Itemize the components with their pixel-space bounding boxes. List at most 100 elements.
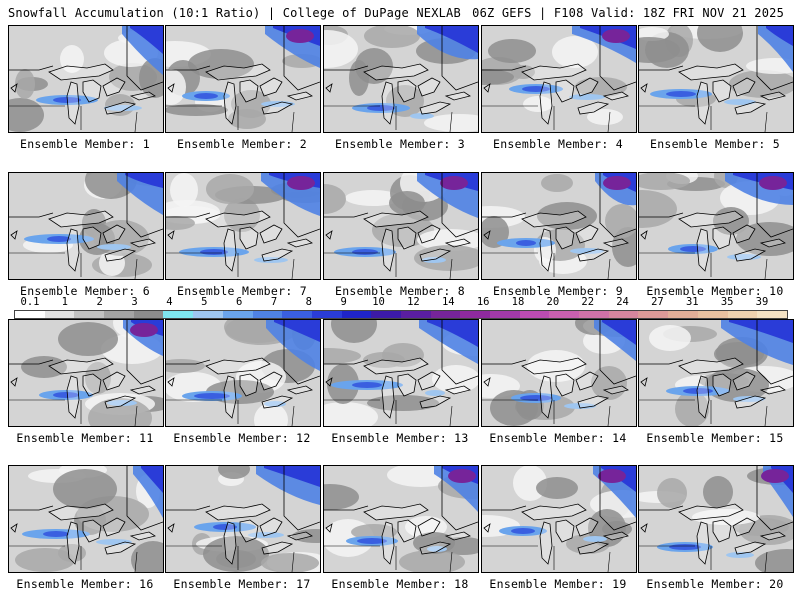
ensemble-map-2 <box>165 25 321 133</box>
legend-swatch <box>311 311 342 318</box>
ensemble-member-label: Ensemble Member: 16 <box>16 577 154 591</box>
snowfall-map-1 <box>9 26 163 132</box>
ensemble-map-7 <box>165 172 321 280</box>
ensemble-map-16 <box>8 465 164 573</box>
legend-swatch <box>727 311 758 318</box>
snowfall-map-7 <box>166 173 320 279</box>
snowfall-map-10 <box>639 173 793 279</box>
legend-tick-label: 10 <box>372 296 385 308</box>
legend-swatch <box>15 311 45 318</box>
ensemble-member-label: Ensemble Member: 7 <box>176 284 308 298</box>
legend-tick-label: 18 <box>511 296 525 308</box>
legend-tick-label: 16 <box>476 296 490 308</box>
ensemble-member-label: Ensemble Member: 18 <box>331 577 469 591</box>
legend-swatch <box>668 311 698 318</box>
legend-tick-label: 35 <box>720 296 734 308</box>
snowfall-map-14 <box>482 320 636 426</box>
ensemble-member-label: Ensemble Member: 13 <box>331 431 469 445</box>
legend-tick-label: 14 <box>441 296 455 308</box>
legend-tick-label: 8 <box>305 296 313 308</box>
ensemble-map-4 <box>481 25 637 133</box>
snowfall-map-13 <box>324 320 478 426</box>
ensemble-member-label: Ensemble Member: 1 <box>19 137 151 151</box>
legend-swatch <box>44 311 75 318</box>
ensemble-member-label: Ensemble Member: 20 <box>646 577 784 591</box>
ensemble-member-label: Ensemble Member: 19 <box>489 577 627 591</box>
ensemble-member-label: Ensemble Member: 5 <box>649 137 781 151</box>
legend-tick-label: 22 <box>581 296 595 308</box>
legend-swatch <box>490 311 520 318</box>
ensemble-member-label: Ensemble Member: 12 <box>173 431 311 445</box>
ensemble-member-label: Ensemble Member: 17 <box>173 577 311 591</box>
snowfall-map-12 <box>166 320 320 426</box>
legend-swatch <box>460 311 490 318</box>
legend-swatch <box>519 311 550 318</box>
ensemble-map-3 <box>323 25 479 133</box>
legend-swatch <box>549 311 580 318</box>
snowfall-map-16 <box>9 466 163 572</box>
snowfall-map-9 <box>482 173 636 279</box>
legend-tick-label: 24 <box>616 296 629 308</box>
legend-tick-label: 20 <box>546 296 560 308</box>
ensemble-map-17 <box>165 465 321 573</box>
ensemble-map-8 <box>323 172 479 280</box>
ensemble-member-label: Ensemble Member: 4 <box>492 137 624 151</box>
legend-tick-labels: 0.1 1 2 3 4 5 6 7 8 9 10 12 14 16 18 20 22 24 27 31 35 39 <box>14 296 786 308</box>
ensemble-map-14 <box>481 319 637 427</box>
legend-tick-label: 1 <box>61 296 69 308</box>
ensemble-member-label: Ensemble Member: 2 <box>176 137 308 151</box>
legend-tick-label: 4 <box>166 296 173 308</box>
ensemble-map-9 <box>481 172 637 280</box>
legend-tick-label: 3 <box>131 296 138 308</box>
ensemble-map-12 <box>165 319 321 427</box>
ensemble-map-19 <box>481 465 637 573</box>
snowfall-map-6 <box>9 173 163 279</box>
ensemble-member-label: Ensemble Member: 14 <box>489 431 627 445</box>
legend-swatch <box>757 311 787 318</box>
legend-swatch <box>282 311 312 318</box>
legend-swatch <box>638 311 669 318</box>
legend-tick-label: 0.1 <box>20 296 40 308</box>
snowfall-map-2 <box>166 26 320 132</box>
snowfall-map-5 <box>639 26 793 132</box>
snowfall-map-17 <box>166 466 320 572</box>
legend-swatch <box>74 311 105 318</box>
ensemble-map-15 <box>638 319 794 427</box>
ensemble-member-label: Ensemble Member: 15 <box>646 431 784 445</box>
ensemble-map-6 <box>8 172 164 280</box>
ensemble-member-label: Ensemble Member: 3 <box>334 137 466 151</box>
legend-swatch <box>252 311 283 318</box>
legend-swatch <box>104 311 134 318</box>
legend-swatch <box>341 311 372 318</box>
ensemble-member-label: Ensemble Member: 6 <box>19 284 151 298</box>
legend-tick-label: 39 <box>755 296 769 308</box>
ensemble-map-10 <box>638 172 794 280</box>
snowfall-map-4 <box>482 26 636 132</box>
snowfall-map-11 <box>9 320 163 426</box>
ensemble-member-label: Ensemble Member: 8 <box>334 284 466 298</box>
ensemble-map-5 <box>638 25 794 133</box>
chart-title: Snowfall Accumulation (10:1 Ratio) | Col… <box>8 6 461 20</box>
legend-tick-label: 7 <box>270 296 278 308</box>
legend-swatch <box>579 311 609 318</box>
ensemble-map-11 <box>8 319 164 427</box>
snowfall-map-20 <box>639 466 793 572</box>
legend-tick-label: 9 <box>340 296 347 308</box>
ensemble-map-1 <box>8 25 164 133</box>
legend-swatch <box>697 311 728 318</box>
legend-swatch <box>133 311 164 318</box>
ensemble-member-label: Ensemble Member: 9 <box>492 284 624 298</box>
legend-swatch <box>193 311 223 318</box>
ensemble-member-label: Ensemble Member: 11 <box>16 431 154 445</box>
legend-tick-label: 6 <box>235 296 243 308</box>
ensemble-map-18 <box>323 465 479 573</box>
snowfall-map-15 <box>639 320 793 426</box>
snowfall-map-19 <box>482 466 636 572</box>
legend-tick-label: 2 <box>96 296 103 308</box>
ensemble-map-20 <box>638 465 794 573</box>
ensemble-map-13 <box>323 319 479 427</box>
snowfall-map-18 <box>324 466 478 572</box>
run-valid-time: 06Z GEFS | F108 Valid: 18Z FRI NOV 21 20… <box>472 6 784 20</box>
legend-swatch <box>608 311 639 318</box>
legend-tick-label: 31 <box>685 296 699 308</box>
